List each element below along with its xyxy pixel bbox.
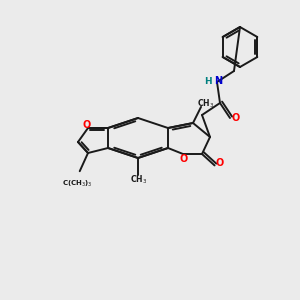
Text: O: O: [232, 113, 240, 123]
Text: O: O: [215, 158, 224, 168]
Text: N: N: [214, 76, 222, 86]
Text: CH$_3$: CH$_3$: [196, 98, 214, 110]
Text: O: O: [180, 154, 188, 164]
Text: CH$_3$: CH$_3$: [130, 174, 148, 186]
Text: C(CH$_3$)$_3$: C(CH$_3$)$_3$: [62, 179, 93, 189]
Text: O: O: [83, 120, 91, 130]
Text: H: H: [204, 76, 212, 85]
